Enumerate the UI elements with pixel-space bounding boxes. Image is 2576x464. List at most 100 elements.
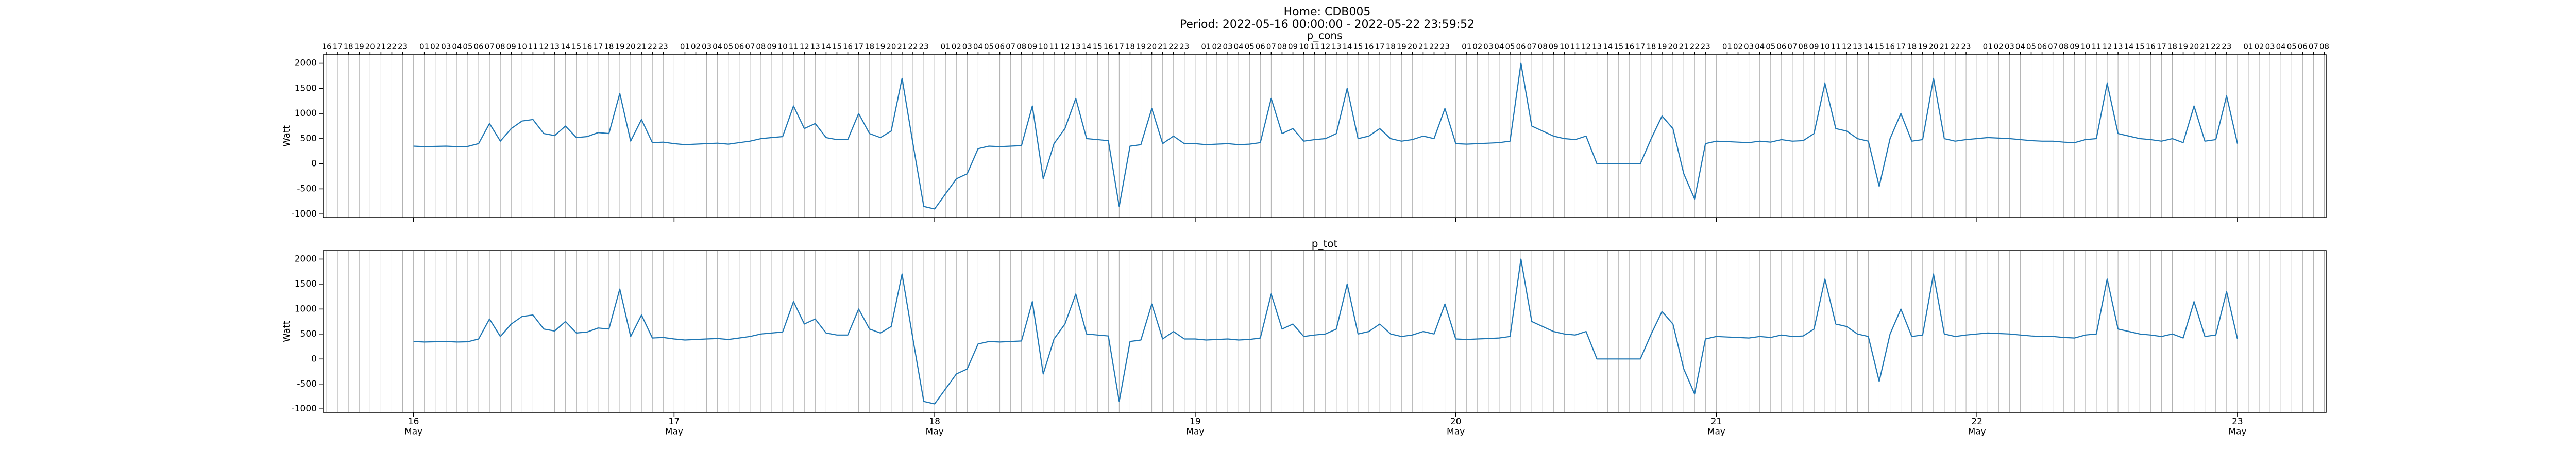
x2-tick-label: 20 <box>626 42 636 52</box>
x2-tick-label: 04 <box>1234 42 1244 52</box>
x2-tick-label: 05 <box>984 42 994 52</box>
x-tick-label: 21 May <box>1707 417 1725 437</box>
x2-tick-label: 19 <box>1918 42 1927 52</box>
x2-tick-label: 15 <box>571 42 581 52</box>
x2-tick-label: 04 <box>1755 42 1765 52</box>
x2-tick-label: 13 <box>810 42 820 52</box>
x2-tick-label: 06 <box>1516 42 1526 52</box>
x2-tick-label: 22 <box>1168 42 1178 52</box>
x2-tick-label: 15 <box>1874 42 1884 52</box>
x2-tick-label: 12 <box>1842 42 1852 52</box>
x2-tick-label: 20 <box>886 42 896 52</box>
x2-tick-label: 11 <box>1570 42 1580 52</box>
x2-tick-label: 09 <box>1549 42 1558 52</box>
x2-tick-label: 11 <box>1831 42 1841 52</box>
x2-tick-label: 21 <box>376 42 386 52</box>
x-tick-label: 19 May <box>1186 417 1204 437</box>
x2-tick-label: 02 <box>2255 42 2264 52</box>
x2-tick-label: 14 <box>1863 42 1873 52</box>
x2-tick-label: 03 <box>1744 42 1754 52</box>
x2-tick-label: 23 <box>1961 42 1971 52</box>
x2-tick-label: 04 <box>452 42 462 52</box>
x2-tick-label: 17 <box>854 42 863 52</box>
x2-tick-label: 03 <box>2005 42 2014 52</box>
x2-tick-label: 21 <box>1418 42 1428 52</box>
x2-tick-label: 20 <box>1147 42 1157 52</box>
x2-tick-label: 01 <box>1983 42 1993 52</box>
x2-tick-label: 03 <box>441 42 451 52</box>
y-tick-label: 0 <box>311 354 317 364</box>
x2-tick-label: 15 <box>1093 42 1103 52</box>
x2-tick-label: 13 <box>1853 42 1862 52</box>
x2-tick-label: 06 <box>2298 42 2308 52</box>
x2-tick-label: 07 <box>2048 42 2058 52</box>
x2-tick-label: 01 <box>419 42 429 52</box>
x2-tick-label: 03 <box>2265 42 2275 52</box>
x2-tick-label: 02 <box>952 42 961 52</box>
x2-tick-label: 18 <box>604 42 614 52</box>
x2-tick-label: 19 <box>615 42 624 52</box>
x2-tick-label: 16 <box>843 42 853 52</box>
x2-tick-label: 23 <box>398 42 408 52</box>
x2-tick-label: 23 <box>919 42 929 52</box>
x2-tick-label: 05 <box>2287 42 2297 52</box>
figure-subtitle: Period: 2022-05-16 00:00:00 - 2022-05-22… <box>1180 18 1475 31</box>
x2-tick-label: 08 <box>2319 42 2329 52</box>
x2-tick-label: 12 <box>800 42 809 52</box>
x2-tick-label: 04 <box>1494 42 1504 52</box>
x2-tick-label: 02 <box>691 42 701 52</box>
x2-tick-label: 16 <box>2146 42 2156 52</box>
x2-tick-label: 17 <box>1635 42 1645 52</box>
x2-tick-label: 06 <box>734 42 744 52</box>
x2-tick-label: 19 <box>1136 42 1146 52</box>
x2-tick-label: 08 <box>1538 42 1548 52</box>
x2-tick-label: 23 <box>1179 42 1189 52</box>
x2-tick-label: 04 <box>713 42 722 52</box>
x2-tick-label: 02 <box>430 42 440 52</box>
y-tick-label: 500 <box>300 134 317 144</box>
y-tick-label: 1500 <box>295 279 317 289</box>
x2-tick-label: 12 <box>539 42 549 52</box>
x2-tick-label: 18 <box>1646 42 1656 52</box>
x2-tick-label: 08 <box>756 42 766 52</box>
x2-tick-label: 21 <box>1939 42 1949 52</box>
x2-tick-label: 13 <box>2113 42 2123 52</box>
x2-tick-label: 13 <box>1592 42 1602 52</box>
x2-tick-label: 23 <box>1440 42 1450 52</box>
x2-tick-label: 02 <box>1212 42 1222 52</box>
x2-tick-label: 09 <box>1027 42 1037 52</box>
x2-tick-label: 07 <box>1527 42 1537 52</box>
x2-tick-label: 10 <box>1038 42 1048 52</box>
x2-tick-label: 08 <box>2059 42 2069 52</box>
data-line <box>413 258 2238 405</box>
x2-tick-label: 14 <box>561 42 570 52</box>
x2-tick-label: 20 <box>1408 42 1417 52</box>
x2-tick-label: 04 <box>2015 42 2025 52</box>
x2-tick-label: 06 <box>1776 42 1786 52</box>
x2-tick-label: 10 <box>1560 42 1569 52</box>
x2-tick-label: 22 <box>1950 42 1960 52</box>
x2-tick-label: 22 <box>908 42 918 52</box>
x2-tick-label: 17 <box>593 42 603 52</box>
y-tick-label: 500 <box>300 329 317 339</box>
x2-tick-label: 21 <box>1158 42 1167 52</box>
x2-tick-label: 08 <box>496 42 505 52</box>
x-tick-label: 20 May <box>1447 417 1465 437</box>
x2-tick-label: 11 <box>789 42 799 52</box>
x2-tick-label: 17 <box>333 42 343 52</box>
x2-tick-label: 07 <box>1787 42 1797 52</box>
x2-tick-label: 16 <box>582 42 592 52</box>
x2-tick-label: 01 <box>1201 42 1211 52</box>
x2-tick-label: 09 <box>767 42 776 52</box>
y-axis-label: Watt <box>281 321 292 342</box>
x2-tick-label: 21 <box>897 42 907 52</box>
y-tick-label: -1000 <box>292 209 317 219</box>
x2-tick-label: 12 <box>1581 42 1591 52</box>
x2-tick-label: 15 <box>832 42 842 52</box>
x2-tick-label: 19 <box>875 42 885 52</box>
x2-tick-label: 23 <box>1701 42 1710 52</box>
x2-tick-label: 21 <box>1679 42 1689 52</box>
x-tick-label: 23 May <box>2228 417 2246 437</box>
y-tick-label: 1000 <box>295 304 317 314</box>
x2-tick-label: 09 <box>506 42 516 52</box>
